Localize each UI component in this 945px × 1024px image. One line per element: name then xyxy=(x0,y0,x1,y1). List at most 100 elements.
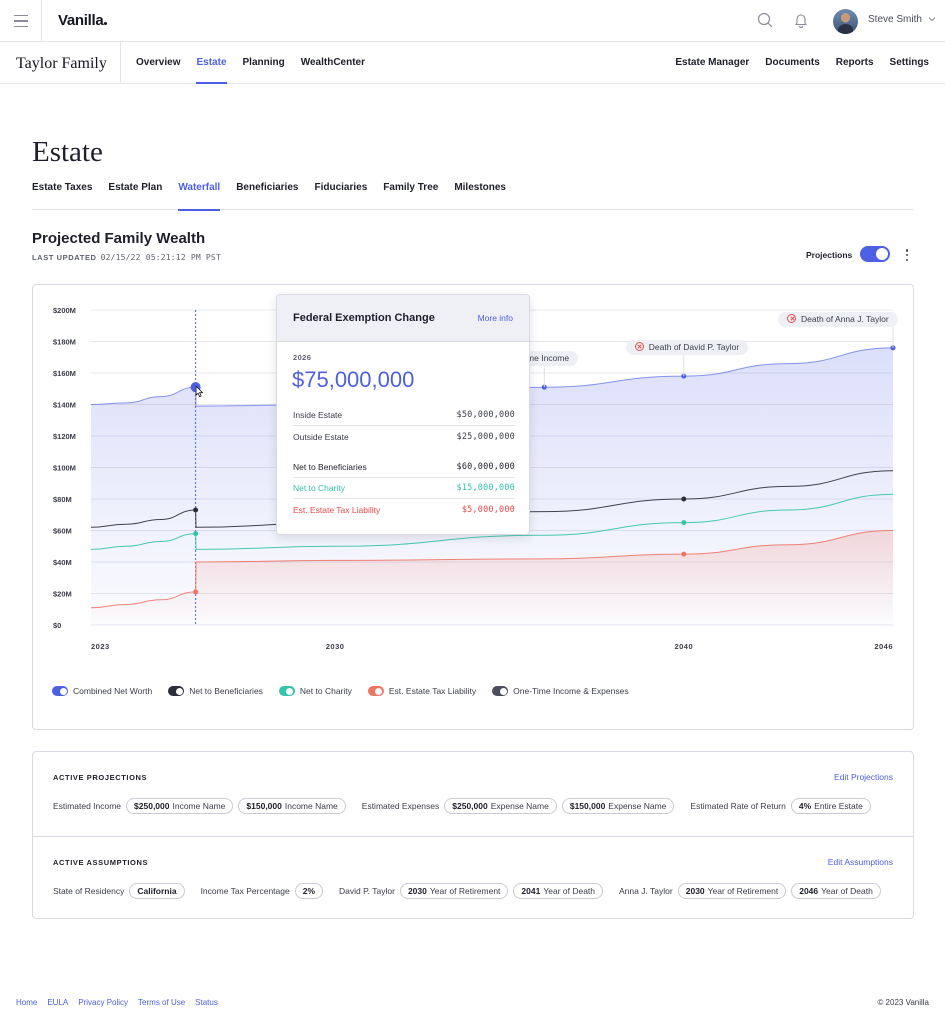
x-tick-label: 2030 xyxy=(326,642,345,651)
projections-label: Projections xyxy=(806,250,853,260)
value-chip[interactable]: 4% Entire Estate xyxy=(790,798,871,814)
field-label: Estimated Expenses xyxy=(361,801,440,811)
app-logo[interactable]: Vanilla xyxy=(58,12,107,29)
active-assumptions: ACTIVE ASSUMPTIONS Edit Assumptions Stat… xyxy=(33,836,913,920)
y-tick-label: $0 xyxy=(53,621,61,630)
chip-label: Entire Estate xyxy=(814,801,863,811)
legend-label: Net to Beneficiaries xyxy=(189,686,263,696)
event-label: Death of Anna J. Taylor xyxy=(801,313,889,324)
active-projections: ACTIVE PROJECTIONS Edit Projections Esti… xyxy=(33,752,913,836)
tab-estate-plan[interactable]: Estate Plan xyxy=(108,182,163,193)
nav-item-reports[interactable]: Reports xyxy=(835,57,874,68)
legend-toggle-icon[interactable] xyxy=(278,686,295,696)
chip-label: Income Name xyxy=(284,801,338,811)
search-icon[interactable] xyxy=(757,12,773,28)
x-tick-label: 2040 xyxy=(674,642,693,651)
footer-links: Home EULA Privacy Policy Terms of Use Status xyxy=(16,998,218,1007)
legend-toggle-icon[interactable] xyxy=(52,686,68,696)
more-options-icon[interactable] xyxy=(905,249,909,261)
nav-item-planning[interactable]: Planning xyxy=(242,57,285,68)
nav-item-estate-manager[interactable]: Estate Manager xyxy=(675,57,750,68)
tab-waterfall[interactable]: Waterfall xyxy=(178,180,220,211)
edit-projections-link[interactable]: Edit Projections xyxy=(833,772,893,782)
data-point[interactable] xyxy=(193,589,199,595)
legend-toggle-icon[interactable] xyxy=(492,686,509,696)
row-value: $60,000,000 xyxy=(456,462,515,472)
tab-estate-taxes[interactable]: Estate Taxes xyxy=(32,182,93,193)
data-point[interactable] xyxy=(681,520,687,526)
value-chip[interactable]: California xyxy=(129,883,185,899)
legend-item[interactable]: Combined Net Worth xyxy=(52,686,152,696)
tab-beneficiaries[interactable]: Beneficiaries xyxy=(236,182,299,193)
family-name[interactable]: Taylor Family xyxy=(16,55,107,72)
tab-family-tree[interactable]: Family Tree xyxy=(383,182,439,193)
chip-label: Year of Retirement xyxy=(429,886,501,896)
legend-toggle-icon[interactable] xyxy=(168,686,185,696)
nav-item-documents[interactable]: Documents xyxy=(765,57,820,68)
field-label: Estimated Income xyxy=(53,801,122,811)
footer-link-privacy-policy[interactable]: Privacy Policy xyxy=(78,998,129,1007)
last-updated-label: LAST UPDATED xyxy=(32,253,97,262)
hamburger-menu-icon[interactable] xyxy=(0,0,42,42)
divider xyxy=(120,42,121,83)
nav-item-settings[interactable]: Settings xyxy=(889,57,929,68)
primary-nav: Overview Estate Planning WealthCenter xyxy=(136,42,366,84)
tooltip-row: Net to Beneficiaries $60,000,000 xyxy=(293,457,515,478)
value-chip[interactable]: $150,000 Income Name xyxy=(238,798,346,814)
tab-milestones[interactable]: Milestones xyxy=(454,182,506,193)
y-tick-label: $80M xyxy=(53,495,72,504)
legend-item[interactable]: Est. Estate Tax Liability xyxy=(367,686,476,696)
y-tick-label: $120M xyxy=(53,432,76,441)
data-point[interactable] xyxy=(681,551,687,557)
more-info-link[interactable]: More info xyxy=(477,313,513,323)
chip-label: Expense Name xyxy=(608,801,667,811)
value-chip[interactable]: $250,000 Income Name xyxy=(126,798,234,814)
footer-link-eula[interactable]: EULA xyxy=(47,998,69,1007)
chevron-down-icon[interactable] xyxy=(927,14,937,24)
value-chip[interactable]: 2046 Year of Death xyxy=(791,883,881,899)
y-tick-label: $140M xyxy=(53,401,76,410)
footer-link-terms-of-use[interactable]: Terms of Use xyxy=(138,998,186,1007)
tab-fiduciaries[interactable]: Fiduciaries xyxy=(314,182,368,193)
value-chip[interactable]: $250,000 Expense Name xyxy=(444,798,557,814)
nav-item-overview[interactable]: Overview xyxy=(136,57,181,68)
series-line-est-estate-tax-liability xyxy=(90,530,894,609)
user-avatar[interactable] xyxy=(833,9,858,34)
event-pill[interactable]: Death of Anna J. Taylor xyxy=(778,311,898,327)
tooltip-row: Inside Estate $50,000,000 xyxy=(293,405,515,426)
data-point[interactable] xyxy=(681,496,687,502)
row-label: Net to Charity xyxy=(293,483,345,493)
y-tick-label: $100M xyxy=(53,464,76,473)
row-label: Net to Beneficiaries xyxy=(293,462,367,472)
chip-label: Year of Death xyxy=(821,886,873,896)
legend-toggle-icon[interactable] xyxy=(367,686,384,696)
row-label: Est. Estate Tax Liability xyxy=(293,504,381,515)
footer-link-status[interactable]: Status xyxy=(195,998,218,1007)
estate-subtabs: Estate Taxes Estate Plan Waterfall Benefici… xyxy=(32,180,914,211)
notification-bell-icon[interactable] xyxy=(793,12,809,28)
user-name[interactable]: Steve Smith xyxy=(868,14,922,25)
projections-toggle[interactable] xyxy=(860,246,890,262)
value-chip[interactable]: 2041 Year of Death xyxy=(513,883,604,899)
nav-item-estate[interactable]: Estate xyxy=(196,42,227,84)
value-chip[interactable]: $150,000 Expense Name xyxy=(561,798,675,814)
footer-link-home[interactable]: Home xyxy=(16,998,38,1007)
edit-assumptions-link[interactable]: Edit Assumptions xyxy=(827,857,893,867)
page-title: Estate xyxy=(32,136,103,168)
field-label: State of Residency xyxy=(53,886,125,896)
value-chip[interactable]: 2% xyxy=(294,883,324,899)
section-label: ACTIVE ASSUMPTIONS xyxy=(53,858,149,867)
legend-label: Combined Net Worth xyxy=(73,686,153,696)
legend-item[interactable]: Net to Beneficiaries xyxy=(168,686,263,696)
data-point[interactable] xyxy=(193,507,199,513)
value-chip[interactable]: 2030 Year of Retirement xyxy=(399,883,509,899)
value-chip[interactable]: 2030 Year of Retirement xyxy=(677,883,787,899)
tooltip-amount: $75,000,000 xyxy=(292,367,415,392)
event-pill[interactable]: Death of David P. Taylor xyxy=(625,340,749,356)
y-tick-label: $40M xyxy=(53,558,72,567)
legend-item[interactable]: Net to Charity xyxy=(278,686,352,696)
legend-item[interactable]: One-Time Income & Expenses xyxy=(492,686,629,696)
x-tick-label: 2023 xyxy=(91,642,110,651)
data-point[interactable] xyxy=(193,531,199,537)
nav-item-wealthcenter[interactable]: WealthCenter xyxy=(300,57,366,68)
